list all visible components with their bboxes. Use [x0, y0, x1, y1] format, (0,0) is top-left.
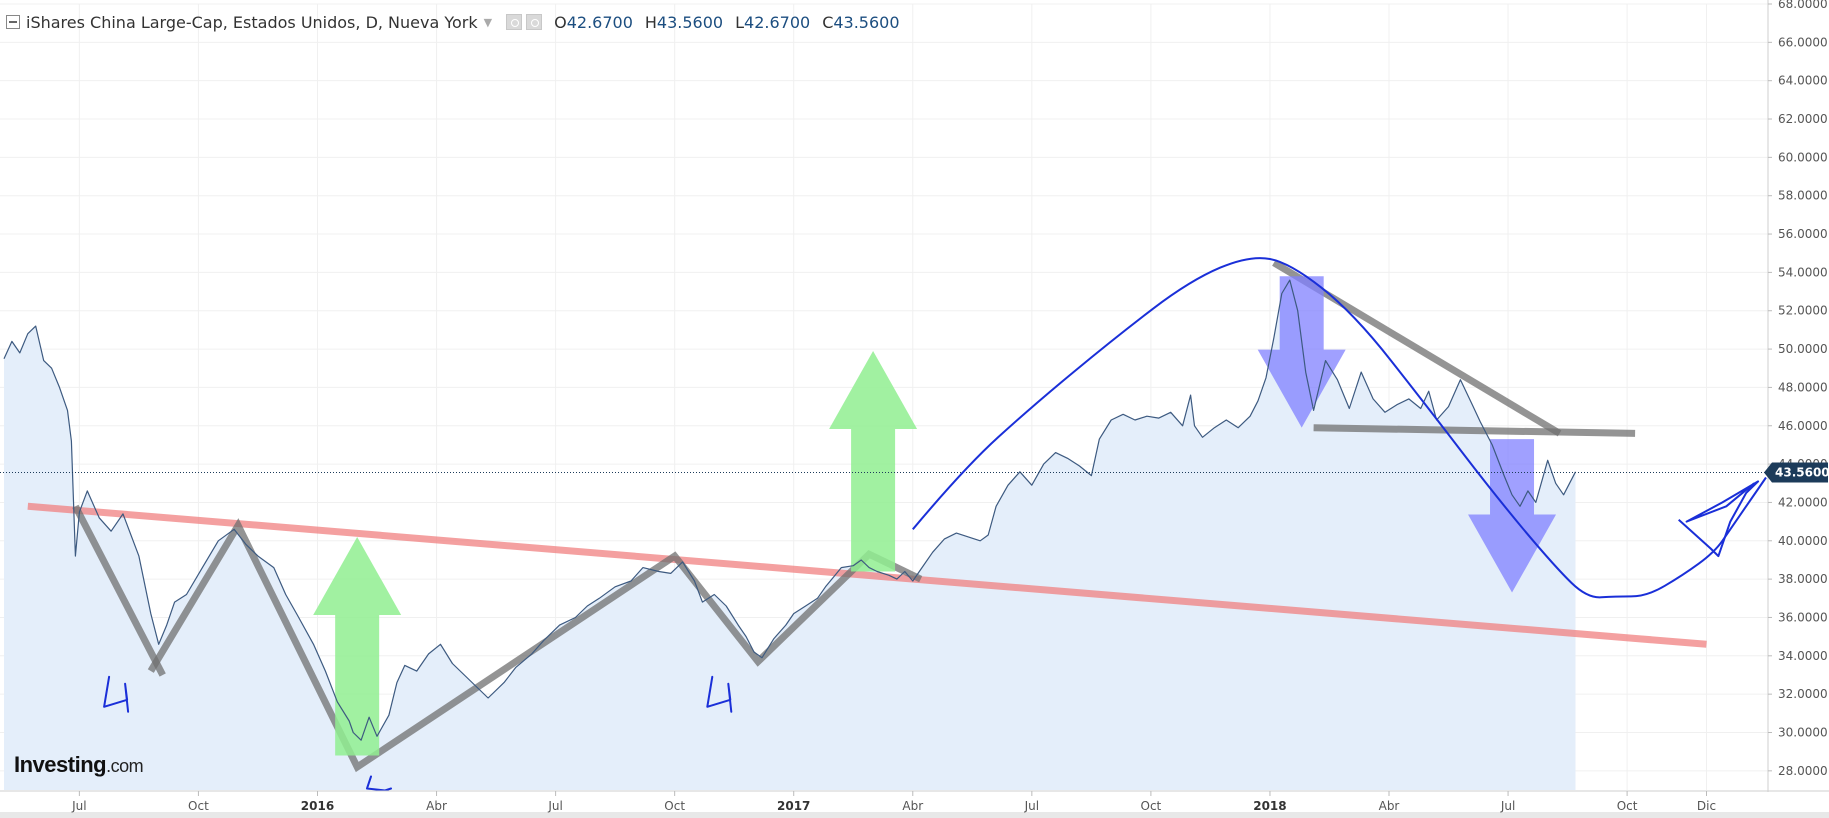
ohlc-close-key: C	[822, 12, 834, 32]
ohlc-high-key: H	[644, 12, 657, 32]
x-axis-ticks: Jul Oct 2016 Abr Jul Oct 2017 Abr Jul Oct 2018 Abr J…	[71, 791, 1716, 813]
y-tick-label: 56.0000	[1778, 227, 1828, 241]
x-tick-label: 2016	[301, 799, 334, 813]
x-tick-label: Jul	[71, 799, 86, 813]
y-tick-label: 62.0000	[1778, 112, 1828, 126]
y-tick-label: 50.0000	[1778, 342, 1828, 356]
y-tick-label: 40.0000	[1778, 534, 1828, 548]
x-tick-label: Dic	[1697, 799, 1716, 813]
support-trendline	[27, 502, 1707, 648]
hand-mark-4	[706, 675, 733, 713]
blue-down-arrow	[1257, 276, 1346, 428]
investing-logo: Investing.com	[14, 752, 144, 778]
ohlc-high-value: 43.5600	[656, 12, 724, 32]
gray-trendline	[72, 504, 166, 677]
y-tick-label: 64.0000	[1778, 74, 1828, 88]
x-tick-label: Oct	[188, 799, 209, 813]
x-tick-label: Abr	[1379, 799, 1400, 813]
ohlc-close-value: 43.5600	[833, 12, 900, 32]
x-tick-label: Oct	[1141, 799, 1162, 813]
bottom-scrollbar	[0, 812, 1829, 818]
logo-brand: Investing	[14, 752, 107, 777]
y-tick-label: 68.0000	[1778, 0, 1828, 11]
x-tick-label: 2017	[777, 799, 810, 813]
ohlc-open-key: O	[554, 12, 567, 32]
y-tick-label: 66.0000	[1778, 35, 1828, 49]
x-tick-label: Jul	[1500, 799, 1515, 813]
green-up-arrow	[313, 536, 402, 756]
blue-scribble	[1678, 480, 1760, 558]
settings-icon[interactable]	[506, 14, 523, 30]
x-tick-label: Oct	[1617, 799, 1638, 813]
last-price-tag-bg	[1764, 462, 1828, 483]
y-tick-label: 30.0000	[1778, 725, 1828, 739]
chevron-down-icon[interactable]: ▼	[483, 15, 493, 29]
price-line-layer	[0, 279, 1768, 741]
ohlc-open-value: 42.6700	[566, 12, 633, 32]
collapse-icon[interactable]	[6, 15, 20, 29]
y-tick-label: 60.0000	[1778, 150, 1828, 164]
price-area-fill	[4, 280, 1576, 790]
price-line	[3, 279, 1577, 741]
blue-forecast-curve	[912, 257, 1767, 599]
y-axis-ticks: 28.0000 30.0000 32.0000 34.0000 36.0000 38.00…	[1768, 0, 1828, 778]
ohlc-low-key: L	[735, 12, 745, 32]
gear-icon[interactable]	[526, 14, 543, 30]
y-tick-label: 38.0000	[1778, 572, 1828, 586]
y-tick-label: 46.0000	[1778, 419, 1828, 433]
last-price-label: 43.5600	[1775, 466, 1829, 480]
y-tick-label: 36.0000	[1778, 610, 1828, 624]
hand-mark-c	[366, 775, 392, 792]
ohlc-low-value: 42.6700	[744, 12, 811, 32]
y-tick-label: 48.0000	[1778, 380, 1828, 394]
y-tick-label: 34.0000	[1778, 649, 1828, 663]
green-up-arrow	[829, 350, 918, 572]
price-area	[4, 280, 1576, 790]
neckline-trendline	[1313, 424, 1636, 437]
y-tick-label: 32.0000	[1778, 687, 1828, 701]
logo-domain: .com	[106, 756, 144, 776]
x-tick-label: Abr	[902, 799, 923, 813]
pen-annotations	[103, 257, 1767, 792]
last-price-tag: 43.5600	[1764, 462, 1829, 483]
instrument-title[interactable]: iShares China Large-Cap, Estados Unidos,…	[26, 12, 478, 32]
y-tick-label: 28.0000	[1778, 764, 1828, 778]
y-tick-label: 58.0000	[1778, 189, 1828, 203]
y-tick-label: 42.0000	[1778, 495, 1828, 509]
x-tick-label: Abr	[426, 799, 447, 813]
hand-mark-4	[103, 675, 130, 713]
x-tick-label: Oct	[664, 799, 685, 813]
chart-header: iShares China Large-Cap, Estados Unidos,…	[0, 8, 900, 36]
y-tick-label: 52.0000	[1778, 304, 1828, 318]
y-tick-label: 54.0000	[1778, 265, 1828, 279]
x-tick-label: 2018	[1253, 799, 1286, 813]
x-tick-label: Jul	[1024, 799, 1039, 813]
x-tick-label: Jul	[547, 799, 562, 813]
